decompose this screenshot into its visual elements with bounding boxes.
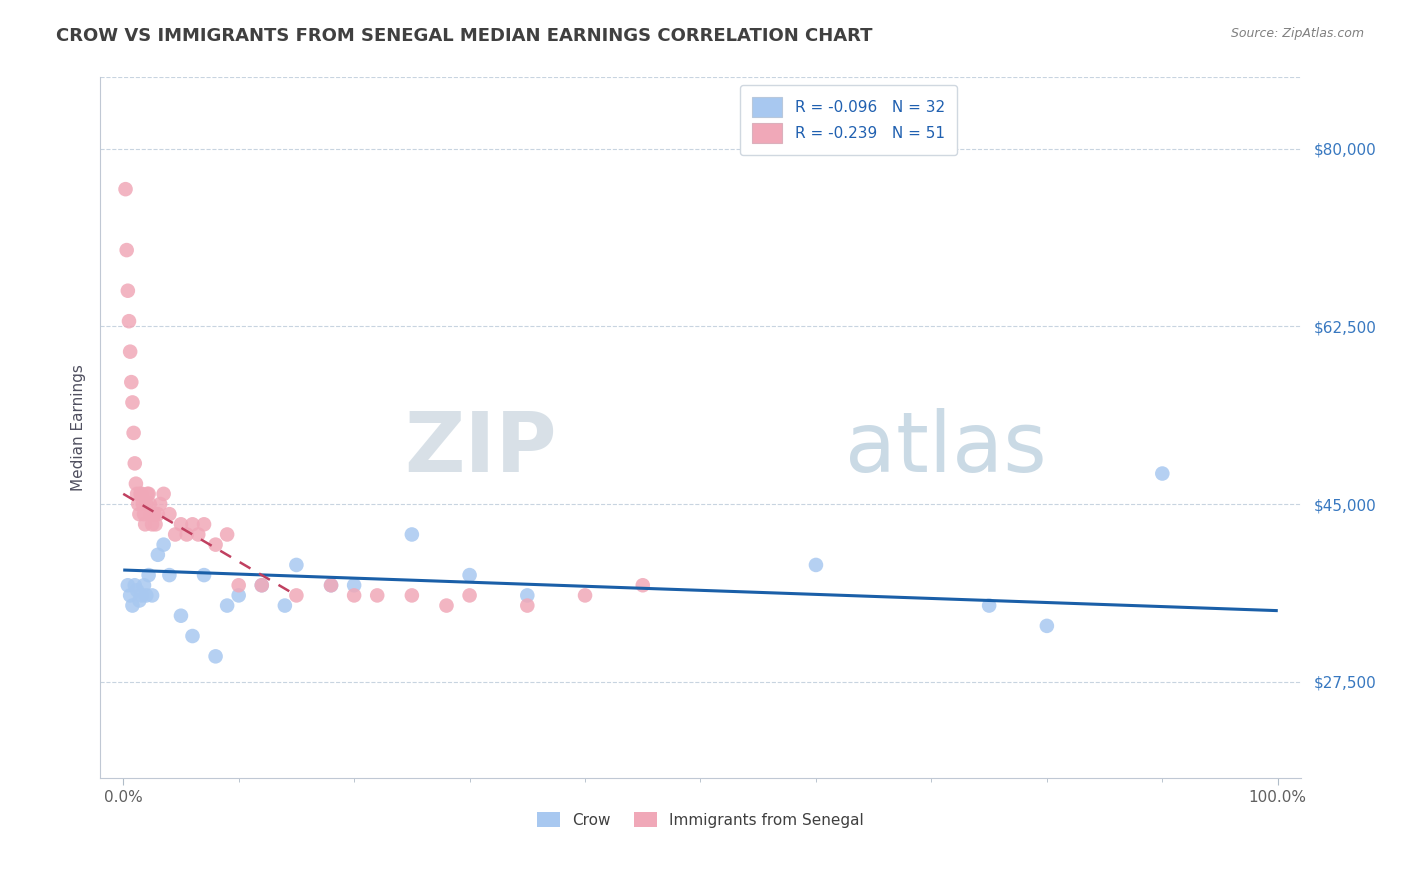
Point [228, 589, 250, 603]
Point [124, 578, 146, 592]
Text: ZIP: ZIP [404, 409, 557, 490]
Point [804, 558, 827, 572]
Point [125, 476, 148, 491]
Point [136, 487, 159, 501]
Legend: Crow, Immigrants from Senegal: Crow, Immigrants from Senegal [531, 805, 870, 834]
Point [458, 568, 481, 582]
Y-axis label: Median Earnings: Median Earnings [72, 365, 86, 491]
Point [138, 568, 160, 582]
Point [157, 507, 180, 521]
Point [139, 497, 162, 511]
Point [120, 375, 142, 389]
Point [141, 517, 163, 532]
Text: Source: ZipAtlas.com: Source: ZipAtlas.com [1230, 27, 1364, 40]
Point [135, 497, 157, 511]
Point [401, 589, 423, 603]
Point [250, 578, 273, 592]
Point [128, 593, 150, 607]
Point [146, 507, 169, 521]
Point [574, 589, 596, 603]
Point [319, 578, 342, 592]
Point [122, 425, 145, 440]
Point [127, 497, 149, 511]
Point [131, 589, 153, 603]
Point [1152, 467, 1174, 481]
Point [176, 527, 198, 541]
Point [516, 589, 538, 603]
Point [401, 527, 423, 541]
Point [132, 578, 155, 592]
Point [121, 599, 143, 613]
Text: atlas: atlas [845, 409, 1046, 490]
Point [204, 649, 226, 664]
Point [128, 507, 150, 521]
Point [204, 538, 226, 552]
Point [125, 583, 148, 598]
Point [145, 517, 167, 532]
Point [157, 568, 180, 582]
Point [121, 395, 143, 409]
Point [187, 527, 209, 541]
Point [115, 243, 138, 257]
Point [516, 599, 538, 613]
Point [152, 487, 174, 501]
Point [979, 599, 1001, 613]
Point [319, 578, 342, 592]
Point [138, 487, 160, 501]
Point [436, 599, 458, 613]
Point [117, 578, 139, 592]
Point [217, 527, 239, 541]
Point [285, 558, 308, 572]
Point [143, 507, 166, 521]
Point [149, 497, 172, 511]
Point [1036, 619, 1059, 633]
Point [132, 497, 155, 511]
Point [228, 578, 250, 592]
Point [458, 589, 481, 603]
Point [139, 507, 162, 521]
Point [132, 507, 155, 521]
Point [152, 538, 174, 552]
Point [124, 456, 146, 470]
Text: CROW VS IMMIGRANTS FROM SENEGAL MEDIAN EARNINGS CORRELATION CHART: CROW VS IMMIGRANTS FROM SENEGAL MEDIAN E… [56, 27, 873, 45]
Point [129, 487, 152, 501]
Point [193, 517, 215, 532]
Point [135, 589, 157, 603]
Point [114, 182, 136, 196]
Point [165, 527, 187, 541]
Point [343, 589, 366, 603]
Point [141, 589, 163, 603]
Point [181, 629, 204, 643]
Point [343, 578, 366, 592]
Point [120, 344, 142, 359]
Point [117, 284, 139, 298]
Point [170, 608, 193, 623]
Point [120, 589, 142, 603]
Point [125, 487, 148, 501]
Point [366, 589, 388, 603]
Point [170, 517, 193, 532]
Point [285, 589, 308, 603]
Point [217, 599, 239, 613]
Point [250, 578, 273, 592]
Point [131, 487, 153, 501]
Point [134, 517, 156, 532]
Point [274, 599, 297, 613]
Point [142, 507, 165, 521]
Point [181, 517, 204, 532]
Point [146, 548, 169, 562]
Point [118, 314, 141, 328]
Point [193, 568, 215, 582]
Point [631, 578, 654, 592]
